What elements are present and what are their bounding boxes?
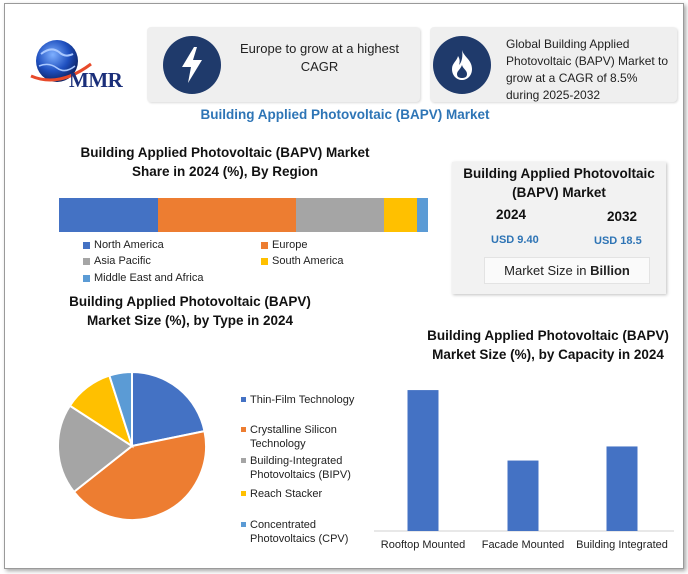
highlight-banner-cagr: Global Building Applied Photovoltaic (BA…	[430, 27, 677, 102]
region-stacked-bar	[59, 198, 428, 232]
region-bar-segment-middle-east-and-africa	[417, 198, 428, 232]
legend-label: Middle East and Africa	[94, 272, 204, 284]
legend-label: Europe	[272, 239, 308, 251]
pie-legend-item-building-integrated-photovoltaics-bipv: Building-Integrated Photovoltaics (BIPV)	[241, 454, 361, 482]
market-year-2032: 2032	[607, 209, 638, 224]
legend-swatch	[241, 491, 246, 496]
region-bar-segment-south-america	[384, 198, 418, 232]
region-legend-item-north-america: North America	[83, 239, 164, 251]
market-size-card: Building Applied Photovoltaic (BAPV) Mar…	[452, 162, 666, 294]
infographic-frame: MMR Europe to grow at a highest CAGR Glo…	[4, 3, 684, 569]
capacity-tick-label-facade-mounted: Facade Mounted	[481, 539, 565, 551]
pie-slice-crystalline-silicon-technology	[72, 429, 207, 521]
pie-legend-item-crystalline-silicon-technology: Crystalline Silicon Technology	[241, 423, 361, 451]
capacity-bar-building-integrated	[606, 446, 638, 531]
region-legend-item-south-america: South America	[261, 255, 344, 267]
logo-text: MMR	[69, 68, 123, 92]
legend-swatch	[261, 241, 268, 249]
highlight-banner-europe: Europe to grow at a highest CAGR	[147, 27, 420, 102]
capacity-bar-chart	[374, 390, 674, 532]
legend-label: Thin-Film Technology	[250, 394, 355, 406]
market-year-2024: 2024	[496, 207, 527, 222]
region-legend-item-asia-pacific: Asia Pacific	[83, 255, 151, 267]
banner-cagr-text: Global Building Applied Photovoltaic (BA…	[506, 37, 669, 102]
capacity-tick-label-rooftop-mounted: Rooftop Mounted	[380, 539, 466, 551]
region-bar-segment-asia-pacific	[296, 198, 385, 232]
market-size-footer: Market Size in Billion	[484, 257, 650, 284]
pie-slice-building-integrated-photovoltaics-bipv	[57, 404, 134, 494]
legend-label: Asia Pacific	[94, 255, 151, 267]
market-size-footer-prefix: Market Size in	[504, 263, 591, 278]
region-bar-segment-north-america	[59, 198, 158, 232]
region-legend-item-europe: Europe	[261, 239, 307, 251]
market-card-title: Building Applied Photovoltaic (BAPV) Mar…	[463, 166, 655, 200]
legend-label: South America	[272, 255, 344, 267]
flame-icon	[433, 36, 491, 94]
legend-swatch	[241, 397, 246, 402]
legend-swatch	[83, 257, 90, 265]
main-title: Building Applied Photovoltaic (BAPV) Mar…	[200, 107, 490, 122]
logo: MMR	[29, 36, 139, 96]
region-bar-segment-europe	[157, 198, 297, 232]
pie-legend-item-thin-film-technology: Thin-Film Technology	[241, 393, 361, 407]
capacity-bar-rooftop-mounted	[407, 390, 439, 531]
legend-swatch	[241, 458, 246, 463]
legend-label: Building-Integrated Photovoltaics (BIPV)	[250, 455, 351, 481]
market-size-footer-unit: Billion	[590, 263, 630, 278]
region-legend-item-middle-east-and-africa: Middle East and Africa	[83, 272, 203, 284]
pie-slice-concentrated-photovoltaics-cpv	[108, 371, 133, 447]
capacity-tick-label-building-integrated: Building Integrated	[576, 539, 668, 551]
legend-swatch	[83, 241, 90, 249]
capacity-bar-facade-mounted	[507, 460, 539, 531]
banner-europe-text: Europe to grow at a highest CAGR	[240, 41, 399, 74]
lightning-bolt-icon	[163, 36, 221, 94]
globe-icon	[30, 40, 92, 82]
legend-label: North America	[94, 239, 164, 251]
region-chart-title: Building Applied Photovoltaic (BAPV) Mar…	[80, 145, 370, 179]
legend-swatch	[241, 522, 246, 527]
legend-swatch	[241, 427, 246, 432]
type-chart-title: Building Applied Photovoltaic (BAPV) Mar…	[69, 294, 311, 328]
type-pie-chart	[57, 371, 207, 521]
market-value-2032: USD 18.5	[594, 235, 642, 247]
legend-label: Concentrated Photovoltaics (CPV)	[250, 519, 349, 545]
legend-swatch	[261, 257, 268, 265]
pie-slice-thin-film-technology	[131, 371, 206, 448]
market-value-2024: USD 9.40	[491, 234, 539, 246]
capacity-chart-title: Building Applied Photovoltaic (BAPV) Mar…	[427, 328, 669, 362]
legend-label: Reach Stacker	[250, 488, 323, 500]
legend-label: Crystalline Silicon Technology	[250, 424, 337, 450]
pie-legend-item-reach-stacker: Reach Stacker	[241, 487, 361, 501]
legend-swatch	[83, 274, 90, 282]
pie-legend-item-concentrated-photovoltaics-cpv: Concentrated Photovoltaics (CPV)	[241, 518, 361, 546]
